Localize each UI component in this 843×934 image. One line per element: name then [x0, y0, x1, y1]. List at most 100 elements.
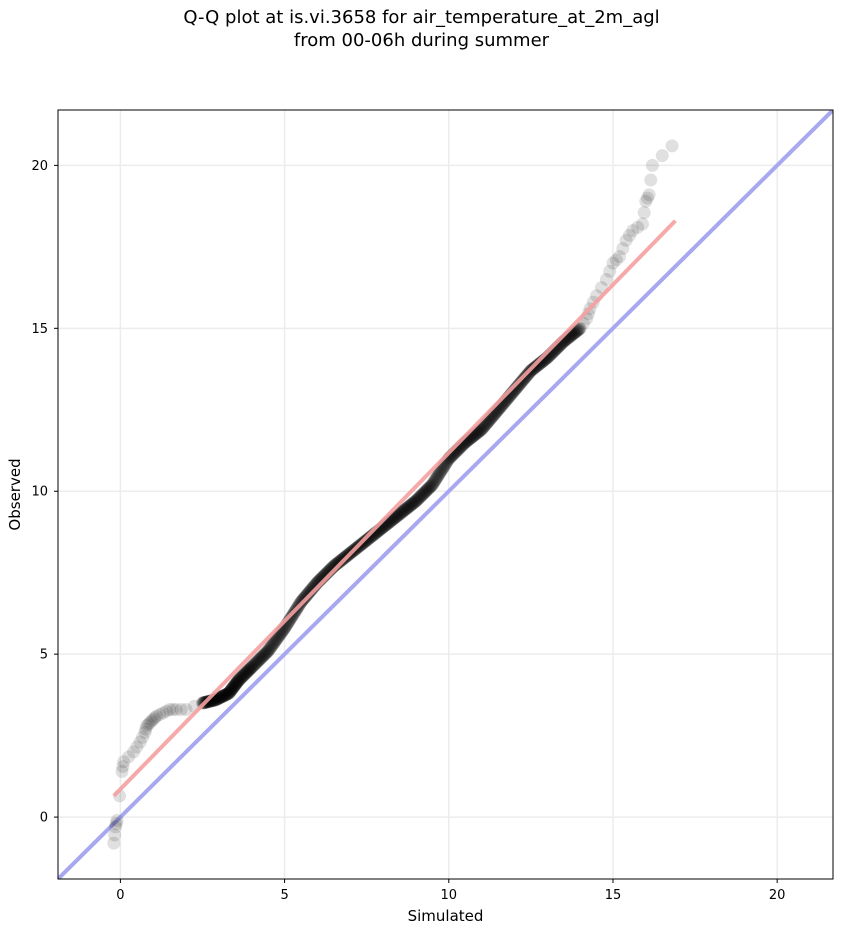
quantile-point: [402, 499, 416, 513]
quantile-point: [268, 635, 282, 649]
quantile-point: [246, 659, 260, 673]
quantile-point: [332, 555, 346, 569]
chart-subtitle: from 00-06h during summer: [293, 30, 550, 51]
quantile-point: [235, 670, 249, 684]
quantile-point: [408, 494, 422, 508]
quantile-point: [434, 465, 448, 479]
quantile-point: [622, 228, 636, 242]
quantile-point: [417, 486, 431, 500]
quantile-point: [396, 504, 410, 518]
quantile-point: [256, 649, 270, 663]
quantile-point: [266, 637, 280, 651]
quantile-point: [428, 473, 442, 487]
quantile-point: [432, 466, 446, 480]
quantile-point: [397, 504, 411, 518]
quantile-point: [331, 556, 345, 570]
quantile-point: [531, 358, 545, 372]
quantile-point: [406, 497, 420, 511]
quantile-point: [222, 685, 236, 699]
quantile-point: [404, 498, 418, 512]
quantile-point: [166, 703, 180, 717]
x-tick-label: 0: [116, 888, 124, 903]
quantile-point: [238, 667, 252, 681]
quantile-point: [359, 534, 373, 548]
quantile-point: [403, 499, 417, 513]
quantile-point: [223, 685, 237, 699]
quantile-point: [179, 703, 193, 717]
quantile-point: [130, 740, 144, 754]
quantile-point: [642, 188, 656, 202]
quantile-point: [422, 481, 436, 495]
quantile-point: [433, 466, 447, 480]
quantile-point: [301, 587, 315, 601]
quantile-point: [260, 645, 274, 659]
quantile-point: [515, 374, 529, 388]
quantile-point: [408, 495, 422, 509]
quantile-point: [572, 322, 586, 336]
quantile-point: [420, 483, 434, 497]
quantile-point: [395, 505, 409, 519]
quantile-point: [418, 485, 432, 499]
quantile-point: [302, 586, 316, 600]
quantile-point: [107, 836, 121, 850]
quantile-point: [249, 656, 263, 670]
quantile-point: [252, 653, 266, 667]
quantile-point: [655, 149, 669, 163]
quantile-point: [214, 690, 228, 704]
quantile-point: [239, 665, 253, 679]
quantile-point: [258, 647, 272, 661]
quantile-point: [331, 556, 345, 570]
quantile-point: [430, 470, 444, 484]
quantile-point: [241, 664, 255, 678]
quantile-point: [136, 730, 150, 744]
quantile-point: [424, 479, 438, 493]
y-tick-label: 15: [31, 322, 48, 337]
quantile-point: [271, 630, 285, 644]
quantile-point: [423, 480, 437, 494]
quantile-point: [532, 358, 546, 372]
quantile-point: [243, 662, 257, 676]
quantile-point: [285, 610, 299, 624]
quantile-point: [361, 532, 375, 546]
quantile-point: [530, 358, 544, 372]
quantile-point: [216, 689, 230, 703]
quantile-point: [244, 661, 258, 675]
quantile-point: [224, 683, 238, 697]
quantile-point: [202, 694, 216, 708]
quantile-point: [413, 490, 427, 504]
quantile-point: [517, 372, 531, 386]
quantile-point: [407, 495, 421, 509]
quantile-point: [389, 510, 403, 524]
quantile-point: [573, 321, 587, 335]
x-tick-label: 10: [441, 888, 458, 903]
quantile-point: [227, 680, 241, 694]
quantile-point: [435, 463, 449, 477]
y-tick-label: 0: [40, 811, 48, 826]
quantile-point: [478, 418, 492, 432]
quantile-point: [434, 464, 448, 478]
quantile-point: [231, 674, 245, 688]
quantile-point: [215, 690, 229, 704]
quantile-point: [249, 656, 263, 670]
axes-frame: [57, 109, 834, 880]
quantile-point: [431, 468, 445, 482]
quantile-point: [639, 194, 653, 208]
quantile-point: [223, 685, 237, 699]
quantile-point: [253, 652, 267, 666]
quantile-point: [246, 659, 260, 673]
quantile-point: [300, 588, 314, 602]
quantile-point: [258, 647, 272, 661]
quantile-point: [222, 686, 236, 700]
quantile-point: [394, 506, 408, 520]
quantile-point: [637, 206, 651, 220]
quantile-point: [231, 674, 245, 688]
quantile-point: [395, 505, 409, 519]
quantile-point: [613, 250, 627, 264]
quantile-point: [240, 665, 254, 679]
quantile-point: [517, 371, 531, 385]
quantile-point: [387, 511, 401, 525]
quantile-point: [361, 532, 375, 546]
quantile-point: [419, 484, 433, 498]
quantile-point: [606, 256, 620, 270]
quantile-point: [416, 487, 430, 501]
